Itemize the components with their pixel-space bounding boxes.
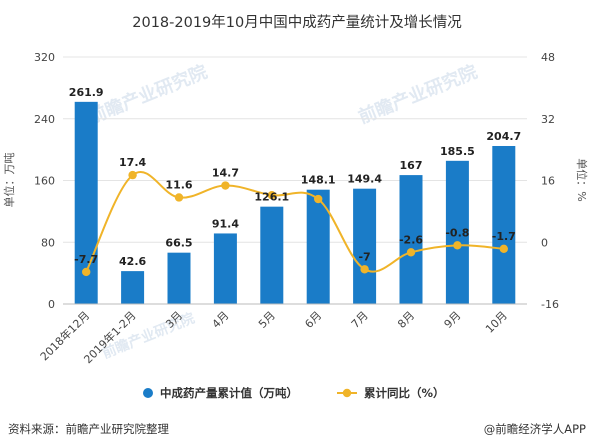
bar-2 [167, 252, 191, 304]
x-tick-3: 4月 [210, 309, 232, 331]
yoy-label-9: -1.7 [492, 230, 516, 243]
yoy-point-4 [267, 190, 276, 200]
y-tick-left-1: 80 [41, 236, 55, 249]
bar-1 [121, 271, 145, 304]
y-tick-left-2: 160 [34, 175, 55, 188]
y-tick-right-3: 32 [541, 113, 555, 126]
yoy-label-0: -7.7 [74, 253, 98, 266]
y-tick-left-0: 0 [48, 298, 55, 311]
bar-label-8: 185.5 [440, 145, 475, 158]
bar-0 [74, 101, 98, 304]
source-note: 资料来源：前瞻产业研究院整理 [8, 422, 169, 436]
yoy-point-5 [314, 194, 323, 204]
yoy-point-6 [360, 265, 369, 274]
yoy-point-3 [221, 181, 230, 190]
y-tick-right-4: 48 [541, 51, 555, 64]
bar-9 [492, 145, 516, 304]
yoy-point-7 [406, 248, 416, 257]
x-tick-4: 5月 [256, 309, 278, 331]
legend-line-swatch [342, 388, 352, 398]
bar-label-1: 42.6 [119, 255, 146, 268]
bar-label-6: 149.4 [347, 173, 382, 186]
y-tick-left-4: 320 [34, 51, 55, 64]
watermark-0: 前瞻产业研究院 [85, 61, 210, 129]
legend-line-label: 累计同比（%） [364, 386, 445, 400]
yoy-label-6: -7 [358, 250, 370, 263]
bar-label-0: 261.9 [69, 86, 104, 99]
bar-label-7: 167 [400, 159, 423, 172]
x-tick-6: 7月 [349, 309, 371, 331]
y-tick-left-3: 240 [34, 113, 55, 126]
bar-label-3: 91.4 [212, 217, 239, 230]
y-tick-right-2: 16 [541, 175, 555, 188]
yoy-line [85, 171, 504, 273]
bar-label-2: 66.5 [165, 237, 192, 250]
brand-note: @前瞻经济学人APP [484, 422, 586, 436]
yoy-point-1 [128, 170, 137, 180]
bar-label-5: 148.1 [301, 174, 336, 187]
legend-bar-label: 中成药产量累计值（万吨） [160, 386, 298, 400]
x-tick-5: 6月 [302, 309, 324, 331]
bar-7 [399, 175, 423, 304]
yoy-label-3: 14.7 [212, 167, 239, 180]
yoy-point-2 [174, 193, 184, 202]
y-axis-left-label: 单位：万吨 [2, 153, 16, 208]
bar-6 [353, 188, 377, 304]
yoy-label-7: -2.6 [399, 233, 423, 246]
bar-5 [306, 189, 330, 304]
x-tick-7: 8月 [395, 309, 417, 331]
yoy-point-0 [82, 267, 91, 277]
y-tick-right-1: 0 [541, 236, 548, 249]
watermark-1: 前瞻产业研究院 [355, 61, 480, 129]
bar-3 [213, 233, 237, 304]
chart-title: 2018-2019年10月中国中成药产量统计及增长情况 [132, 14, 462, 31]
x-tick-9: 10月 [483, 309, 510, 336]
bar-label-9: 204.7 [486, 130, 521, 143]
yoy-label-8: -0.8 [445, 226, 469, 239]
yoy-label-2: 11.6 [165, 178, 192, 191]
y-tick-right-0: -16 [541, 298, 559, 311]
yoy-label-1: 17.4 [119, 156, 146, 169]
bar-label-4: 126.1 [254, 191, 289, 204]
yoy-point-9 [499, 244, 508, 254]
bar-8 [445, 160, 469, 304]
yoy-point-8 [453, 241, 462, 250]
y-axis-right-label: 单位：% [575, 158, 589, 201]
bar-4 [260, 206, 284, 304]
legend-bar-swatch [143, 388, 153, 398]
x-tick-8: 9月 [442, 309, 464, 331]
